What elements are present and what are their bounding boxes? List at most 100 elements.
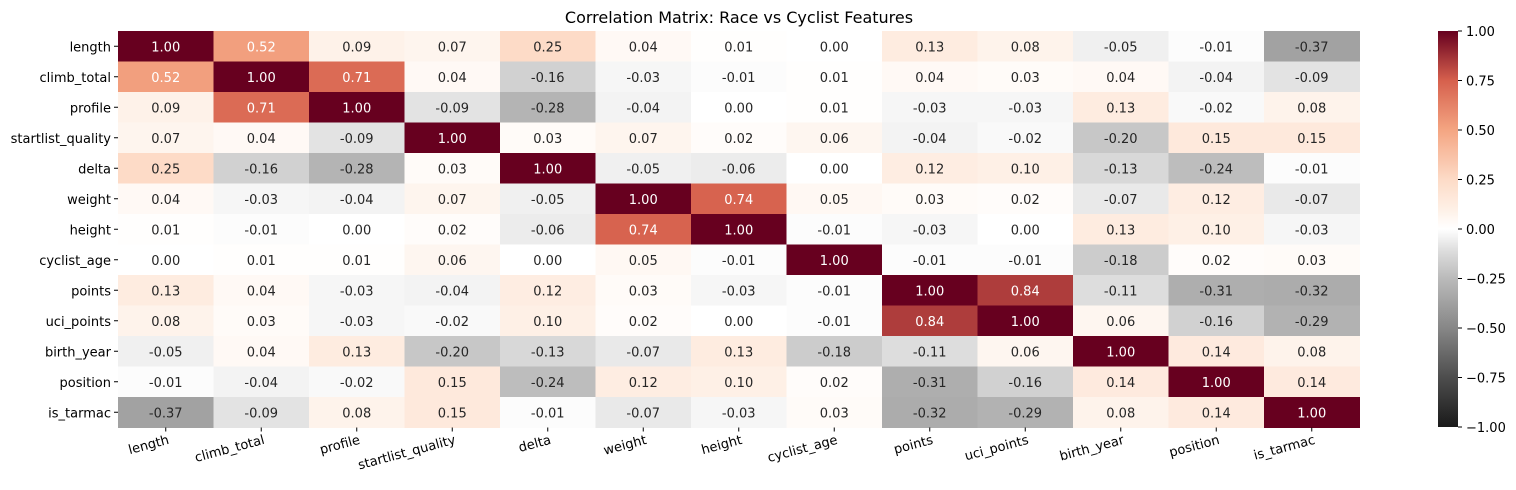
heatmap-cell (786, 153, 883, 184)
cell-value-label: -0.07 (1104, 193, 1138, 208)
heatmap-cell (786, 122, 883, 154)
cell-value-label: 0.14 (1297, 376, 1326, 391)
cell-value-label: 0.15 (438, 376, 467, 391)
cell-value-label: 0.04 (247, 132, 276, 147)
cell-value-label: 0.10 (1011, 162, 1040, 177)
heatmap-cell (500, 336, 596, 367)
cell-value-label: 0.01 (342, 254, 371, 269)
cell-value-label: -0.01 (244, 223, 278, 238)
cell-value-label: -0.03 (626, 71, 660, 86)
heatmap-cell (213, 122, 310, 154)
row-tick-label: delta (78, 162, 111, 177)
cell-value-label: 0.06 (438, 254, 467, 269)
cell-value-label: 0.03 (1297, 254, 1326, 269)
heatmap-cell (1168, 122, 1265, 154)
colorbar-tick-label: 0.75 (1466, 75, 1495, 90)
heatmap-cell (786, 31, 883, 62)
heatmap-cell (309, 244, 405, 276)
cell-value-label: 1.00 (1011, 315, 1040, 330)
cell-value-label: -0.07 (1295, 193, 1329, 208)
heatmap-cell (500, 275, 596, 306)
heatmap-cell (309, 183, 405, 215)
heatmap-cell (1264, 31, 1360, 62)
cell-value-label: 0.02 (438, 223, 467, 238)
heatmap-cell (977, 336, 1074, 367)
heatmap-cell (595, 214, 692, 245)
cell-value-label: -0.02 (1199, 101, 1233, 116)
cell-value-label: -0.05 (1104, 40, 1138, 55)
heatmap-cell (118, 61, 214, 93)
heatmap-cell (404, 153, 501, 184)
heatmap-cell (500, 244, 596, 276)
heatmap-cell (404, 305, 501, 337)
row-tick-label: is_tarmac (48, 406, 111, 421)
cell-value-label: 0.01 (820, 71, 849, 86)
cell-value-label: 0.02 (820, 376, 849, 391)
heatmap-cell (1168, 336, 1265, 367)
heatmap-cell (691, 153, 787, 184)
cell-value-label: 0.84 (1011, 284, 1040, 299)
heatmap-cell (213, 183, 310, 215)
colorbar-tick-label: 0.00 (1466, 223, 1495, 238)
heatmap-cell (118, 122, 214, 154)
heatmap-cell (309, 214, 405, 245)
cell-value-label: 1.00 (438, 132, 467, 147)
cell-value-label: 0.02 (1202, 254, 1231, 269)
cell-value-label: 0.04 (915, 71, 944, 86)
cell-value-label: 0.71 (342, 71, 371, 86)
heatmap-cell (691, 366, 787, 398)
cell-value-label: -0.13 (531, 345, 565, 360)
heatmap-cell (691, 214, 787, 245)
heatmap-cell (977, 244, 1074, 276)
heatmap-cell (1168, 92, 1265, 123)
heatmap-cell (500, 397, 596, 428)
cell-value-label: 1.00 (1297, 406, 1326, 421)
heatmap-cell (882, 244, 978, 276)
cell-value-label: -0.07 (626, 345, 660, 360)
heatmap-cell (1264, 305, 1360, 337)
cell-value-label: 0.03 (247, 315, 276, 330)
heatmap-cell (118, 214, 214, 245)
heatmap-cell (118, 244, 214, 276)
cell-value-label: 0.08 (1297, 345, 1326, 360)
colorbar-gradient (1438, 31, 1458, 427)
cell-value-label: 0.71 (247, 101, 276, 116)
heatmap-cell (1073, 397, 1169, 428)
heatmap-cell (118, 397, 214, 428)
cell-value-label: -0.01 (531, 406, 565, 421)
cell-value-label: 0.04 (247, 284, 276, 299)
cell-value-label: 0.00 (820, 40, 849, 55)
column-tick-label: height (700, 433, 744, 458)
heatmap-cell (1264, 153, 1360, 184)
heatmap-cell (977, 61, 1074, 93)
cell-value-label: 0.00 (342, 223, 371, 238)
heatmap-cell (786, 366, 883, 398)
row-tick-label: startlist_quality (11, 132, 112, 147)
heatmap-cell (309, 275, 405, 306)
cell-value-label: 1.00 (820, 254, 849, 269)
colorbar-tick-label: −0.25 (1466, 273, 1506, 288)
heatmap-cell (691, 397, 787, 428)
heatmap-cell (1168, 397, 1265, 428)
colorbar-tick-label: 0.50 (1466, 124, 1495, 139)
heatmap-cell (786, 244, 883, 276)
cell-value-label: -0.18 (1104, 254, 1138, 269)
heatmap-cell (118, 183, 214, 215)
cell-value-label: 0.02 (629, 315, 658, 330)
cell-value-label: 0.01 (820, 101, 849, 116)
cell-value-label: 0.13 (342, 345, 371, 360)
cell-value-label: 0.04 (629, 40, 658, 55)
heatmap-cell (404, 183, 501, 215)
heatmap-cell (595, 397, 692, 428)
heatmap-cell (1073, 31, 1169, 62)
cell-value-label: 0.14 (1106, 376, 1135, 391)
heatmap-cell (595, 366, 692, 398)
cell-value-label: -0.04 (626, 101, 660, 116)
heatmap-cell (1264, 397, 1360, 428)
heatmap-cell (500, 183, 596, 215)
cell-value-label: 0.04 (438, 71, 467, 86)
heatmap-cell (691, 275, 787, 306)
column-tick-label: length (127, 433, 171, 458)
heatmap-cell (1168, 275, 1265, 306)
